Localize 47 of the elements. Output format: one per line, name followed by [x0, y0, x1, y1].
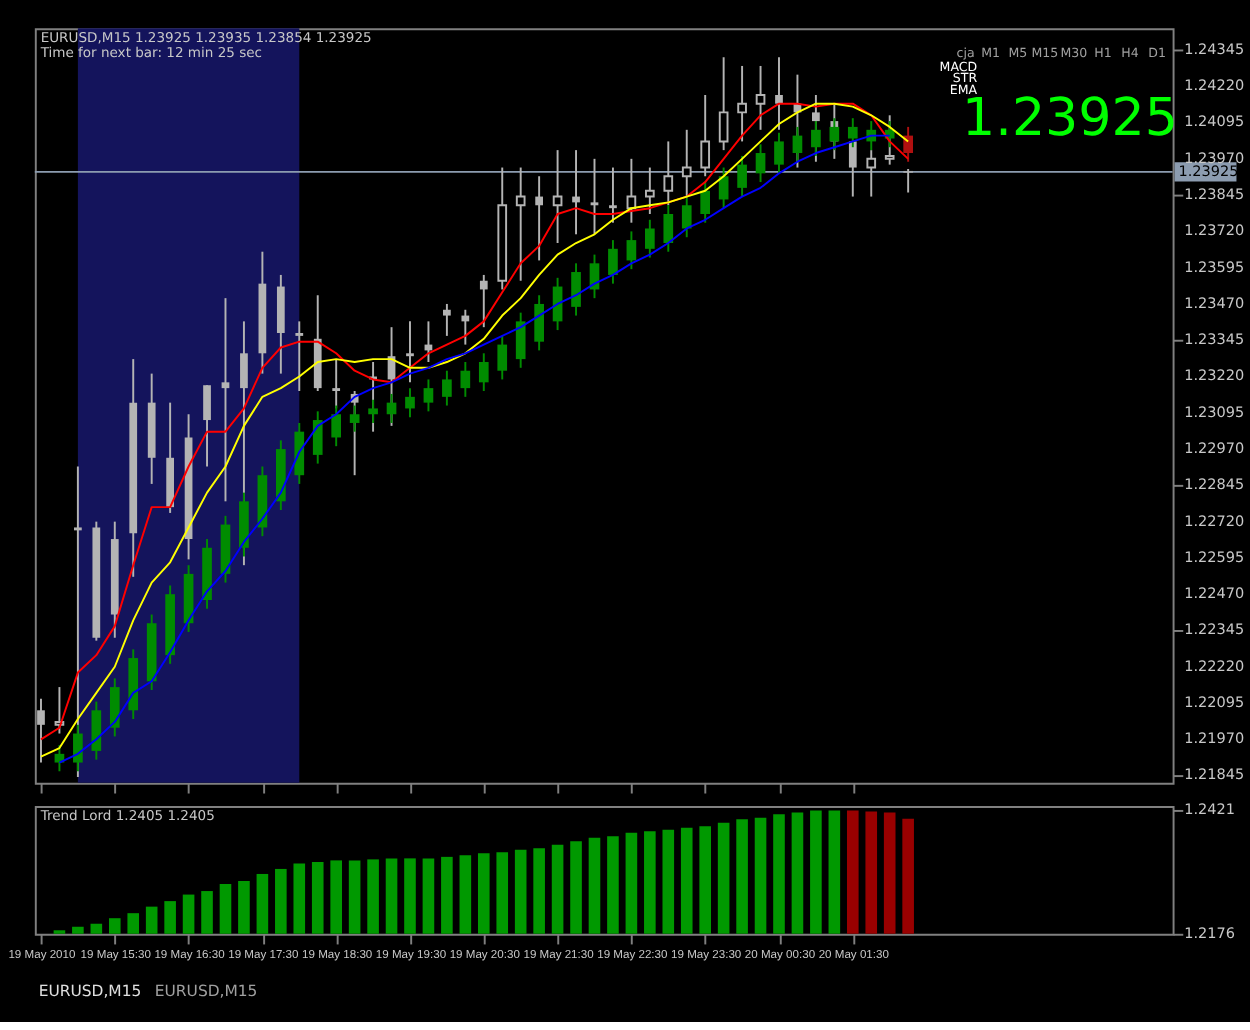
- candlestick: [295, 320, 304, 392]
- candlestick: [774, 131, 784, 175]
- candlestick: [276, 273, 285, 375]
- candlestick: [552, 149, 563, 244]
- candlestick: [608, 239, 618, 285]
- candlestick: [737, 64, 747, 143]
- candlestick: [590, 157, 599, 236]
- candlestick: [903, 125, 913, 163]
- candlestick: [443, 302, 451, 337]
- candlestick: [535, 175, 544, 262]
- candlestick: [74, 465, 82, 779]
- candlestick: [442, 369, 452, 407]
- candlestick: [423, 378, 434, 413]
- candlestick: [515, 166, 526, 282]
- candlestick: [626, 230, 637, 271]
- candlestick: [221, 297, 230, 503]
- text: EURUSD,M15: [38, 981, 142, 1000]
- candlestick: [203, 384, 211, 468]
- candlestick: [294, 421, 305, 485]
- candlestick: [405, 387, 415, 419]
- candlestick: [534, 294, 544, 352]
- candlestick: [775, 56, 783, 131]
- text: EURUSD,M15: [154, 981, 258, 1000]
- candlestick: [312, 410, 323, 465]
- candlestick: [903, 168, 913, 194]
- candlestick: [239, 491, 249, 558]
- candlestick: [37, 697, 45, 764]
- candlestick: [718, 56, 729, 152]
- candlestick: [755, 64, 766, 131]
- candlestick: [645, 166, 655, 215]
- candlestick: [478, 352, 489, 392]
- candlestick: [571, 262, 581, 317]
- candlestick: [515, 311, 526, 369]
- candlestick: [240, 320, 248, 567]
- candlestick: [645, 218, 655, 259]
- candlestick: [109, 677, 120, 738]
- candlestick: [73, 723, 83, 773]
- candlestick: [755, 143, 766, 184]
- candlestick: [406, 320, 414, 384]
- candlestick: [700, 181, 711, 224]
- candlestick: [497, 334, 508, 381]
- candlestick: [737, 154, 747, 198]
- candlestick: [460, 361, 471, 398]
- candlestick: [609, 166, 617, 224]
- candlestick: [91, 700, 102, 761]
- candlestick: [479, 273, 488, 329]
- candlestick: [700, 94, 711, 178]
